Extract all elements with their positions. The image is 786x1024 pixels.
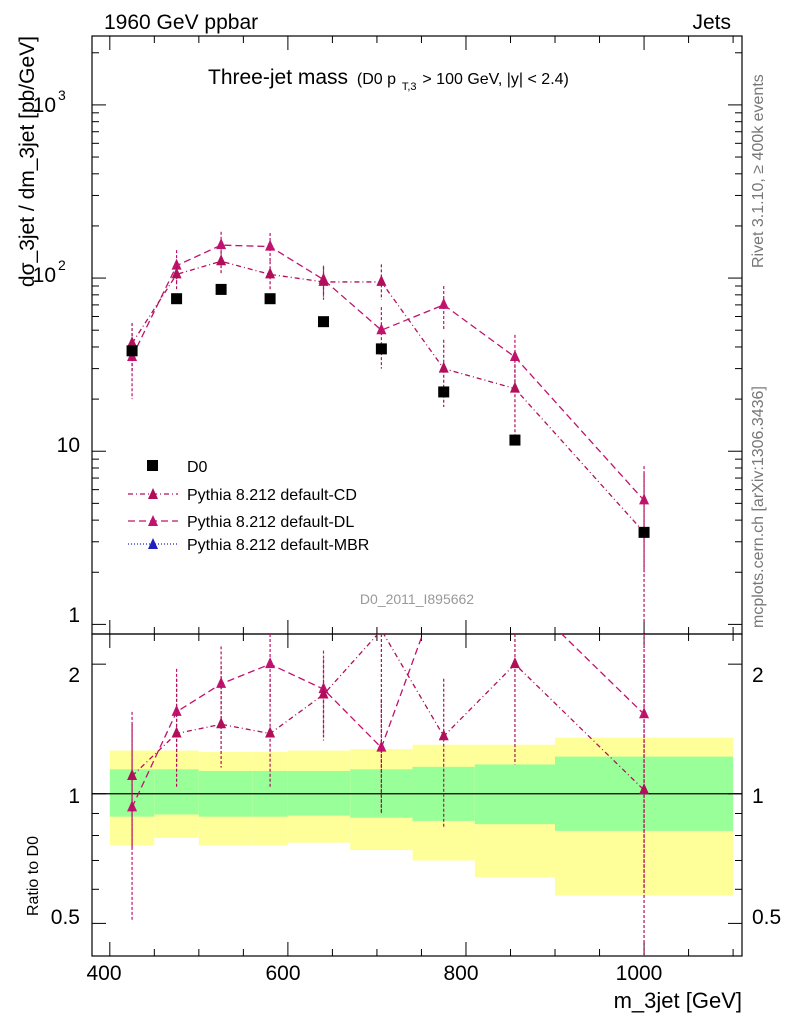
d0-point-8 [638,526,650,538]
y-tick-label-1: 1 [68,604,80,627]
cd-point-5 [376,274,387,286]
d0-point-3 [264,293,276,305]
cd-point-2 [216,254,227,266]
ratio-plot-frame [91,633,743,957]
legend-label-dl: Pythia 8.212 default-DL [187,514,354,531]
y-tick-label-1000-exp: 3 [58,87,66,103]
y-axis-title: dσ_3jet / dm_3jet [pb/GeV] [16,36,39,287]
x-tick-label-800: 800 [443,962,478,985]
d0-point-6 [438,386,450,398]
header-right: Jets [692,11,731,34]
ratio-y-tick-label-0.5-right: 0.5 [752,906,781,929]
legend-marker-d0 [147,460,158,471]
cd-point-6 [438,361,449,373]
d0-point-4 [318,316,330,328]
legend-label-cd: Pythia 8.212 default-CD [187,487,357,504]
header-left: 1960 GeV ppbar [104,11,258,34]
d0-point-7 [509,434,521,446]
side-text-rivet: Rivet 3.1.10, ≥ 400k events [750,74,767,268]
legend: D0 Pythia 8.212 default-CD Pythia 8.212 … [128,459,369,554]
cd-point-1 [171,267,182,279]
cd-point-7 [509,381,520,393]
ratio-y-tick-label-2-right: 2 [752,664,764,687]
legend-marker-cd [148,488,158,499]
plot-title-main: Three-jet mass [208,66,348,89]
ratio-y-tick-label-0.5: 0.5 [51,906,80,929]
cd-point-0 [127,336,138,348]
y-tick-label-1000: 10 3 [33,87,66,117]
ratio-y-axis-title: Ratio to D0 [25,836,42,916]
x-tick-label-400: 400 [86,962,121,985]
cd-ratio-point-3 [265,726,276,738]
x-tick-label-1000: 1000 [616,962,663,985]
plot-title-sub: (D0 p [357,71,396,88]
axis-ticks [92,36,742,956]
legend-marker-mbr [148,538,158,549]
dl-ratio-point-3 [265,657,276,669]
cd-main-line [131,260,645,533]
dl-point-2 [216,238,227,250]
cd-ratio-line [131,634,645,791]
band-inner-1 [154,769,199,815]
dl-point-3 [265,239,276,251]
legend-label-mbr: Pythia 8.212 default-MBR [187,537,369,554]
ratio-y-tick-label-2: 2 [68,664,80,687]
cd-ratio-point-6 [438,729,449,741]
cd-ratio-point-7 [509,657,520,669]
y-tick-label-1000-base: 10 [33,94,56,117]
d0-point-1 [171,293,183,305]
ratio-y-tick-label-1: 1 [68,785,80,808]
y-tick-label-100: 10 2 [33,257,66,287]
cd-ratio-point-1 [171,726,182,738]
cd-point-3 [265,267,276,279]
y-tick-label-10: 10 [57,434,80,457]
plot-title-sub-subscript: T,3 [402,81,417,93]
x-tick-label-600: 600 [265,962,300,985]
d0-point-0 [126,345,138,357]
y-tick-label-100-base: 10 [33,264,56,287]
d0-point-5 [375,343,387,355]
cd-ratio-point-4 [318,687,329,699]
dl-point-6 [438,297,449,309]
x-axis-title: m_3jet [GeV] [614,988,742,1013]
plot-title-sub-tail: > 100 GeV, |y| < 2.4) [422,71,568,88]
side-text-mcplots: mcplots.cern.ch [arXiv:1306.3436] [750,386,767,628]
dl-point-5 [376,323,387,335]
cd-ratio-point-2 [216,717,227,729]
legend-label-d0: D0 [187,459,208,476]
cd-ratio-point-0 [127,768,138,780]
cd-point-4 [318,274,329,286]
dl-main-line [131,244,645,501]
plot-title: Three-jet mass (D0 p T,3 > 100 GeV, |y| … [208,66,569,95]
y-tick-label-100-exp: 2 [58,257,66,273]
dl-point-7 [509,350,520,362]
cd-ratio-point-8 [639,783,650,795]
ratio-y-tick-label-1-right: 1 [752,785,764,808]
ratio-bands [109,737,734,896]
legend-marker-dl [148,515,158,526]
data-layer [126,231,650,956]
d0-point-2 [215,283,227,295]
analysis-id: D0_2011_I895662 [360,591,474,607]
